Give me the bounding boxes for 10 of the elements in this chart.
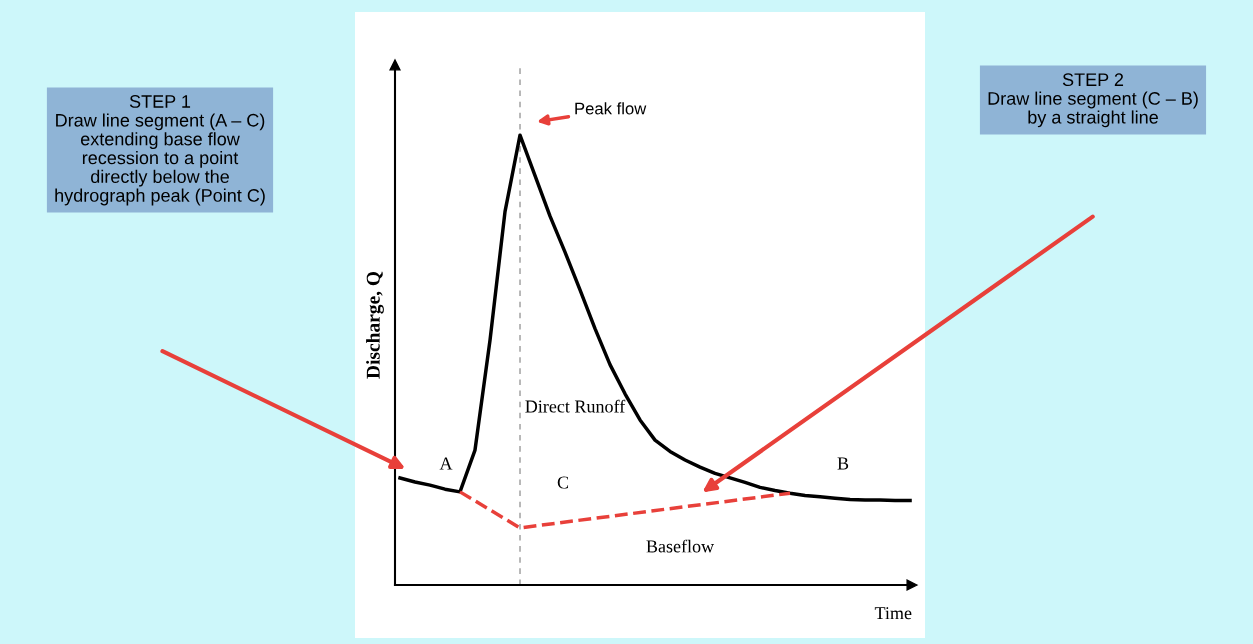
annotation: A bbox=[439, 457, 453, 470]
text: Peak flow bbox=[575, 102, 647, 115]
text: STEP 2 Draw line segment (C – B) by a straight line bbox=[988, 73, 1198, 128]
text: STEP 1 Draw line segment (A – C) extending base flow recession to a point directly below the hydrograph peak (Point C) bbox=[55, 95, 265, 206]
annotation: C bbox=[557, 476, 569, 489]
annotation: B bbox=[837, 457, 849, 470]
x-axis-title: Time bbox=[874, 607, 912, 620]
annotation: Direct Runoff bbox=[525, 399, 626, 413]
y-axis-title: Discharge, Q bbox=[366, 271, 384, 379]
annotation: Baseflow bbox=[646, 539, 715, 553]
